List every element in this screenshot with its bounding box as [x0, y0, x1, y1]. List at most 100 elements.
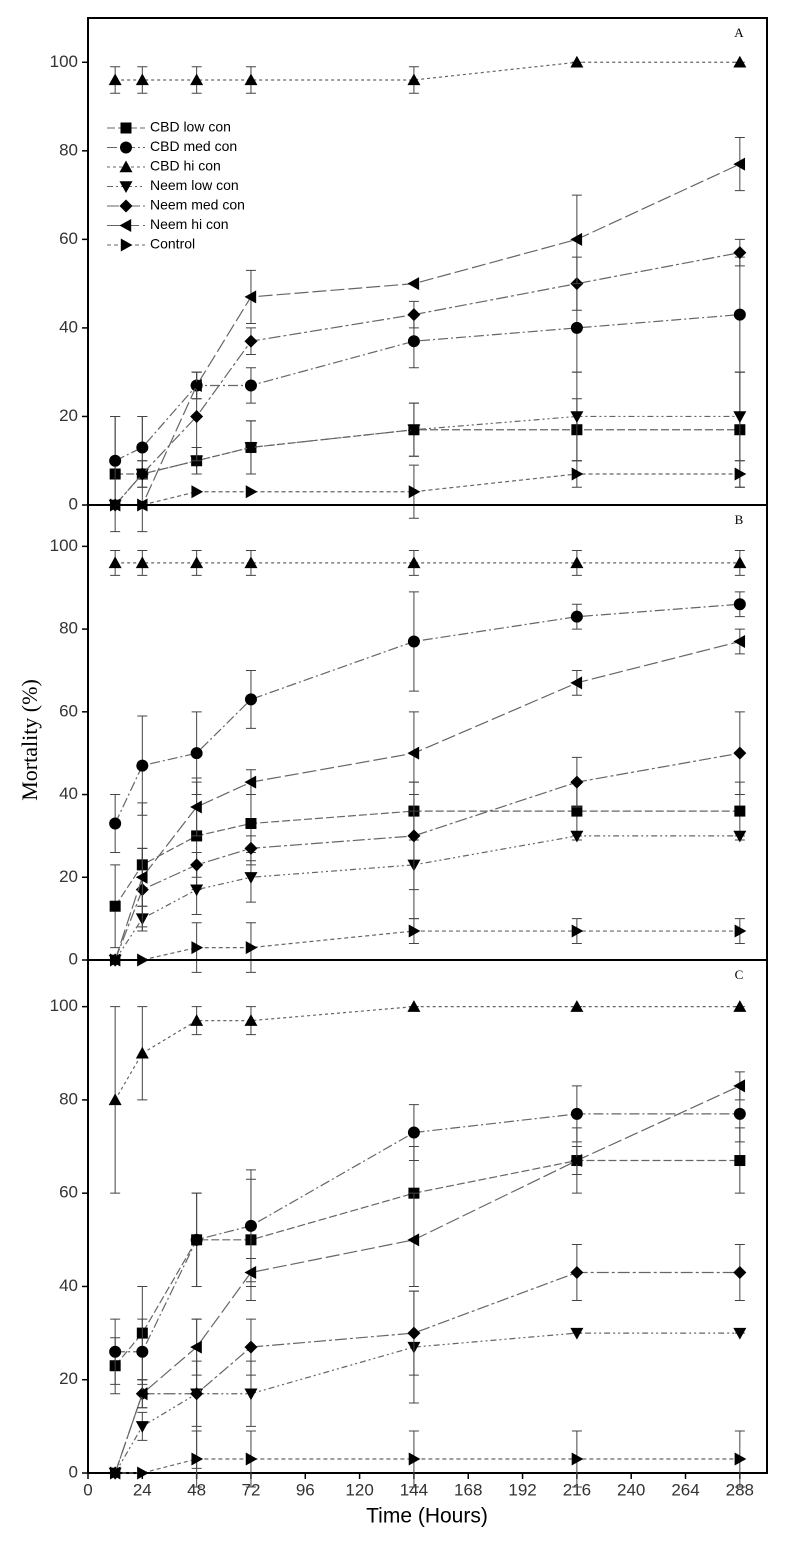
series-line	[115, 1458, 740, 1474]
series-line	[114, 603, 740, 824]
marker	[244, 334, 258, 348]
marker	[570, 411, 584, 423]
legend-label: CBD hi con	[150, 158, 221, 174]
y-tick-label: 0	[69, 494, 78, 513]
marker	[119, 160, 133, 173]
marker	[120, 122, 132, 134]
marker	[190, 1387, 204, 1401]
marker	[570, 1107, 583, 1120]
marker	[244, 73, 258, 86]
marker	[733, 746, 747, 760]
marker	[244, 693, 257, 706]
y-tick-label: 60	[59, 701, 78, 720]
marker	[733, 598, 746, 611]
marker	[135, 1387, 148, 1401]
marker	[407, 746, 420, 760]
marker	[135, 73, 149, 86]
marker	[570, 1327, 584, 1340]
marker	[570, 1265, 584, 1279]
x-tick-label: 264	[671, 1480, 699, 1499]
marker	[135, 1421, 149, 1433]
series-line	[115, 473, 740, 506]
marker	[408, 924, 421, 938]
marker	[136, 1345, 149, 1358]
marker	[733, 55, 747, 68]
marker	[570, 321, 583, 334]
series-line	[114, 1271, 740, 1474]
y-tick-label: 40	[59, 784, 78, 803]
plot-frame	[87, 504, 768, 961]
legend-label: Control	[150, 236, 195, 252]
x-tick-label: 0	[83, 1480, 92, 1499]
marker	[244, 841, 258, 855]
x-tick-label: 96	[296, 1480, 315, 1499]
marker	[109, 900, 121, 912]
y-tick-label: 40	[59, 1276, 78, 1295]
marker	[244, 379, 257, 392]
marker	[245, 818, 257, 829]
marker	[407, 335, 420, 348]
marker	[734, 1155, 746, 1167]
marker	[570, 830, 584, 843]
x-tick-label: 72	[241, 1480, 260, 1499]
y-tick-label: 0	[69, 1462, 78, 1481]
marker	[190, 1233, 203, 1246]
marker	[190, 378, 202, 392]
marker	[733, 1327, 747, 1340]
marker	[244, 290, 257, 304]
series-line	[114, 810, 740, 907]
series-line	[114, 252, 740, 506]
marker	[407, 1233, 420, 1247]
y-tick-label: 80	[59, 1089, 78, 1108]
marker	[733, 308, 746, 321]
marker	[571, 805, 583, 817]
marker	[408, 1452, 421, 1466]
marker	[136, 759, 149, 772]
marker	[733, 1079, 746, 1093]
marker	[244, 1265, 257, 1279]
series-line	[114, 1006, 740, 1101]
legend-label: Neem low con	[150, 177, 239, 193]
marker	[733, 1265, 747, 1279]
series-line	[114, 1085, 741, 1474]
marker	[190, 858, 204, 872]
x-tick-label: 144	[400, 1480, 428, 1499]
marker	[108, 73, 122, 86]
marker	[190, 556, 204, 569]
marker	[119, 219, 132, 232]
y-tick-label: 40	[59, 317, 78, 336]
marker	[120, 238, 133, 252]
marker	[109, 454, 122, 467]
marker	[190, 73, 204, 86]
marker	[407, 556, 421, 569]
y-tick-label: 20	[59, 867, 78, 886]
series-line	[114, 835, 740, 961]
marker	[407, 277, 420, 291]
marker	[733, 635, 746, 648]
y-tick-label: 80	[59, 140, 78, 159]
panel-label: B	[735, 512, 744, 527]
x-tick-label: 120	[345, 1480, 373, 1499]
marker	[108, 556, 122, 569]
marker	[571, 1452, 584, 1466]
marker	[108, 1093, 122, 1106]
y-tick-label: 0	[69, 949, 78, 968]
marker	[571, 924, 584, 938]
marker	[135, 556, 149, 569]
marker	[408, 485, 421, 499]
marker	[570, 676, 583, 690]
marker	[570, 55, 584, 68]
series-line	[114, 1332, 740, 1474]
marker	[244, 872, 258, 884]
marker	[570, 556, 584, 569]
legend-label: Neem hi con	[150, 216, 229, 232]
marker	[109, 1345, 122, 1358]
legend-label: Neem med con	[150, 197, 245, 213]
panel-label: A	[734, 25, 744, 40]
y-tick-label: 60	[59, 229, 78, 248]
marker	[734, 467, 747, 481]
marker	[135, 467, 149, 481]
series-line	[114, 640, 740, 961]
